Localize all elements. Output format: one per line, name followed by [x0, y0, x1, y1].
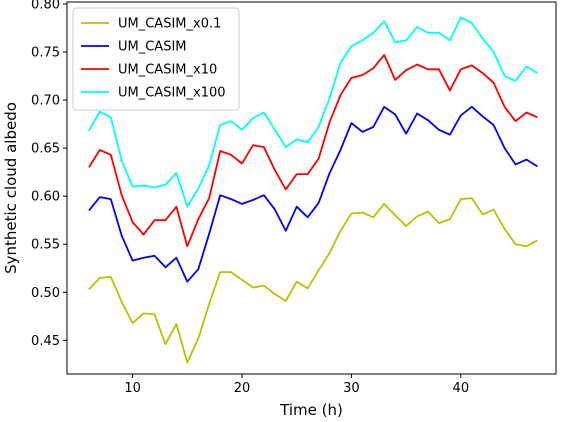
y-tick-label: 0.65	[31, 142, 60, 157]
legend-entry-2: UM_CASIM_x10	[118, 63, 217, 78]
series-lines	[88, 16, 538, 364]
series-line-3	[88, 16, 538, 208]
legend-entry-0: UM_CASIM_x0.1	[118, 17, 221, 32]
legend-entry-1: UM_CASIM	[118, 40, 187, 55]
x-tick-label: 40	[453, 381, 470, 396]
y-tick-label: 0.45	[31, 334, 60, 349]
y-tick-label: 0.55	[31, 238, 60, 253]
y-tick-label: 0.60	[31, 190, 60, 205]
series-line-1	[88, 105, 538, 283]
legend: UM_CASIM_x0.1 UM_CASIM UM_CASIM_x10 UM_CASI…	[72, 7, 240, 111]
y-tick-label: 0.80	[31, 0, 60, 12]
y-tick-label: 0.75	[31, 45, 60, 60]
y-axis-label: Synthetic cloud albedo	[2, 102, 20, 274]
y-tick-label: 0.70	[31, 94, 60, 109]
x-tick-label: 30	[343, 381, 360, 396]
axis-ticks: 10 20 30 40 0.45 0.50 0.55 0.60 0.65 0.70 0.75 0.80	[31, 0, 469, 396]
x-tick-label: 20	[234, 381, 251, 396]
plot-frame	[66, 1, 557, 375]
legend-box	[72, 7, 240, 111]
x-axis-label: Time (h)	[279, 401, 343, 419]
y-tick-label: 0.50	[31, 286, 60, 301]
series-line-2	[88, 54, 538, 248]
legend-entry-3: UM_CASIM_x100	[118, 86, 226, 101]
x-tick-label: 10	[124, 381, 141, 396]
series-line-0	[88, 197, 538, 364]
